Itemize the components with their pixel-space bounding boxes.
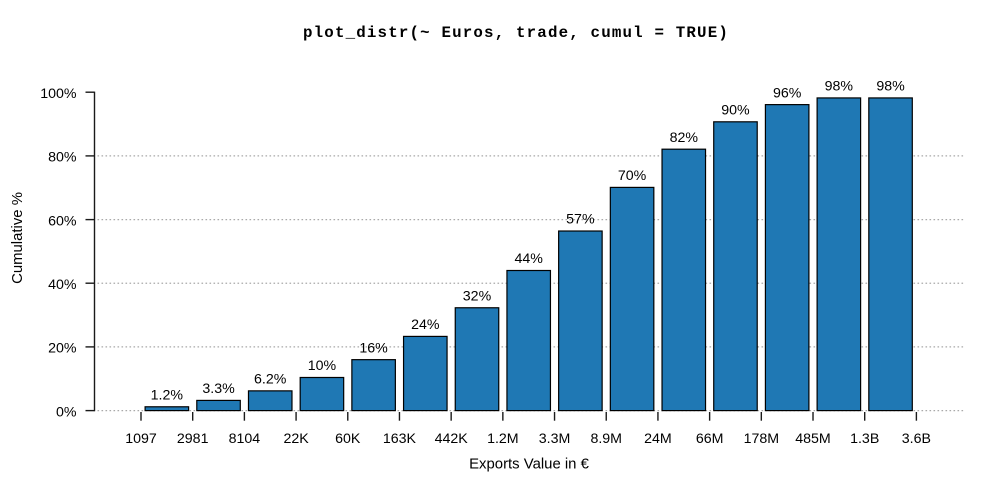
svg-text:442K: 442K (435, 431, 469, 447)
svg-text:1.3B: 1.3B (850, 431, 879, 447)
svg-text:3.3%: 3.3% (202, 381, 235, 397)
svg-text:6.2%: 6.2% (254, 372, 287, 388)
svg-text:90%: 90% (721, 103, 750, 119)
svg-text:plot_distr(~ Euros, trade, cum: plot_distr(~ Euros, trade, cumul = TRUE) (303, 24, 729, 42)
svg-text:98%: 98% (876, 79, 905, 95)
svg-text:1.2%: 1.2% (151, 387, 184, 403)
svg-text:1097: 1097 (125, 431, 157, 447)
svg-text:Exports Value in €: Exports Value in € (469, 457, 589, 473)
svg-text:80%: 80% (48, 150, 77, 166)
svg-text:98%: 98% (825, 79, 854, 95)
svg-text:60%: 60% (48, 213, 77, 229)
svg-text:8.9M: 8.9M (590, 431, 622, 447)
svg-text:96%: 96% (773, 85, 802, 101)
svg-text:3.3M: 3.3M (539, 431, 571, 447)
svg-text:0%: 0% (56, 404, 77, 420)
svg-text:24%: 24% (411, 317, 440, 333)
svg-text:1.2M: 1.2M (487, 431, 519, 447)
svg-text:40%: 40% (48, 277, 77, 293)
svg-text:20%: 20% (48, 341, 77, 357)
svg-text:70%: 70% (618, 168, 647, 184)
svg-text:44%: 44% (514, 251, 543, 267)
svg-text:24M: 24M (644, 431, 672, 447)
svg-text:60K: 60K (335, 431, 361, 447)
svg-text:82%: 82% (670, 130, 699, 146)
svg-text:178M: 178M (744, 431, 780, 447)
svg-text:57%: 57% (566, 212, 595, 228)
svg-text:Cumulative %: Cumulative % (10, 192, 26, 284)
svg-text:66M: 66M (696, 431, 724, 447)
svg-text:3.6B: 3.6B (902, 431, 931, 447)
svg-text:16%: 16% (359, 340, 388, 356)
svg-text:22K: 22K (283, 431, 309, 447)
svg-text:163K: 163K (383, 431, 417, 447)
svg-text:2981: 2981 (177, 431, 209, 447)
svg-text:8104: 8104 (229, 431, 261, 447)
svg-text:10%: 10% (308, 358, 337, 374)
svg-text:32%: 32% (463, 288, 492, 304)
svg-text:100%: 100% (40, 86, 77, 102)
svg-text:485M: 485M (795, 431, 831, 447)
